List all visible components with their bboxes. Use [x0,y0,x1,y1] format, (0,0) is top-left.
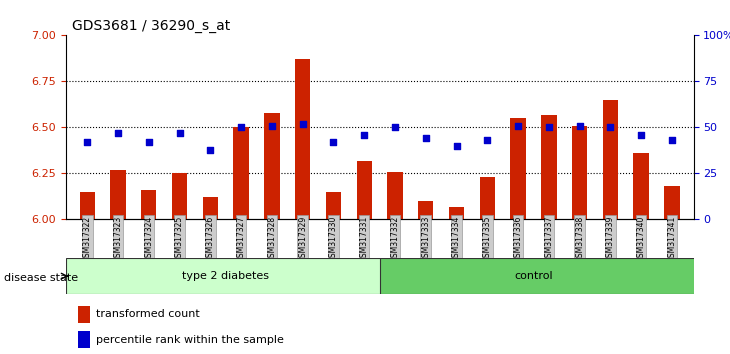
Text: GSM317329: GSM317329 [298,216,307,262]
Text: GSM317330: GSM317330 [329,216,338,262]
Point [143,139,155,145]
Text: GSM317337: GSM317337 [545,216,553,262]
Bar [418,201,434,219]
Bar [234,127,249,219]
Bar [172,173,188,219]
Point [450,143,462,149]
Bar [572,126,588,219]
Point [266,123,277,129]
Text: GDS3681 / 36290_s_at: GDS3681 / 36290_s_at [72,19,230,33]
Text: GSM317327: GSM317327 [237,216,245,262]
Text: percentile rank within the sample: percentile rank within the sample [96,335,284,344]
Text: GSM317322: GSM317322 [82,216,92,262]
Text: type 2 diabetes: type 2 diabetes [182,271,269,281]
Bar [110,170,126,219]
Text: GSM317328: GSM317328 [267,216,277,262]
Point [512,123,524,129]
Text: GSM317333: GSM317333 [421,216,430,262]
Text: GSM317335: GSM317335 [483,216,492,262]
Point [297,121,309,127]
Bar [449,207,464,219]
Text: transformed count: transformed count [96,309,199,319]
Bar [326,192,341,219]
Point [235,125,247,130]
Bar [356,161,372,219]
Point [358,132,370,138]
Text: GSM317324: GSM317324 [145,216,153,262]
Point [574,123,585,129]
Bar [264,113,280,219]
Bar [78,306,90,323]
Text: GSM317339: GSM317339 [606,216,615,262]
Point [112,130,124,136]
Text: GSM317334: GSM317334 [452,216,461,262]
Text: GSM317340: GSM317340 [637,216,645,262]
Point [543,125,555,130]
Bar [78,331,90,348]
Point [635,132,647,138]
Text: GSM317325: GSM317325 [175,216,184,262]
Bar [203,198,218,219]
Bar [66,258,385,294]
Text: GSM317323: GSM317323 [114,216,123,262]
Bar [603,100,618,219]
Text: GSM317338: GSM317338 [575,216,584,262]
Bar [295,59,310,219]
Point [482,137,493,143]
Point [204,147,216,152]
Text: GSM317326: GSM317326 [206,216,215,262]
Bar [510,118,526,219]
Point [82,139,93,145]
Text: GSM317336: GSM317336 [514,216,523,262]
Bar [141,190,156,219]
Point [174,130,185,136]
Bar [480,177,495,219]
Bar [541,115,556,219]
Point [420,136,431,141]
Bar [380,258,703,294]
Point [328,139,339,145]
Point [604,125,616,130]
Point [666,137,677,143]
Text: GSM317341: GSM317341 [667,216,677,262]
Text: control: control [514,271,553,281]
Bar [80,192,95,219]
Bar [634,153,649,219]
Bar [664,186,680,219]
Text: disease state: disease state [4,273,78,283]
Point [389,125,401,130]
Text: GSM317332: GSM317332 [391,216,399,262]
Text: GSM317331: GSM317331 [360,216,369,262]
Bar [388,172,403,219]
